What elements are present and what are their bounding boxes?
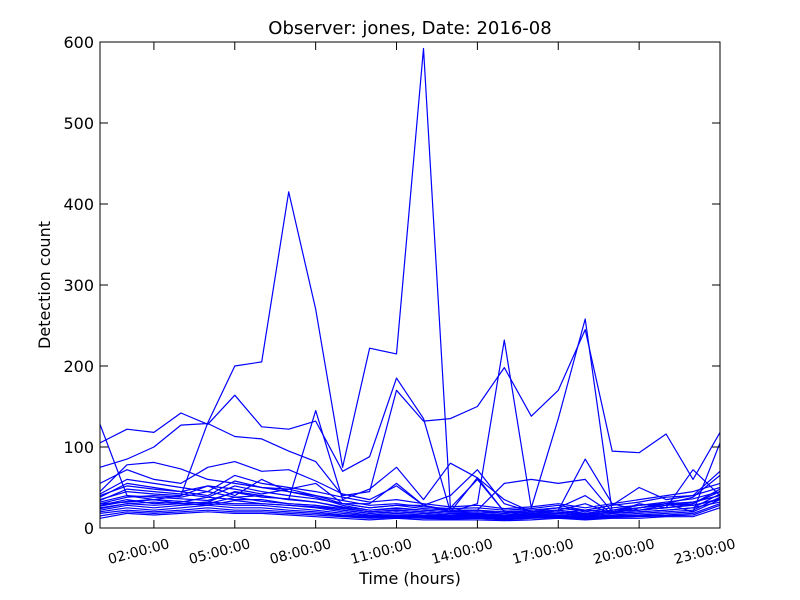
series-line-21 [99, 496, 721, 516]
series-line-3 [99, 329, 721, 497]
x-tick-label: 20:00:00 [592, 536, 657, 568]
series-line-12 [99, 496, 721, 519]
series-line-19 [99, 485, 721, 513]
y-tick-label: 400 [63, 195, 94, 214]
x-tick-label: 17:00:00 [511, 536, 576, 568]
x-axis-label: Time (hours) [358, 569, 461, 588]
y-axis-label: Detection count [35, 221, 54, 349]
series-line-17 [99, 474, 721, 510]
x-tick-label: 02:00:00 [106, 536, 171, 568]
series-line-22 [99, 499, 721, 517]
y-axis-ticks: 0 100 200 300 400 500 600 [63, 33, 720, 538]
plot-frame [99, 41, 721, 529]
series-line-20 [99, 491, 721, 515]
series-group [99, 47, 721, 522]
series-line-15 [99, 504, 721, 521]
y-tick-label: 0 [84, 519, 94, 538]
series-line-13 [99, 499, 721, 519]
chart-title: Observer: jones, Date: 2016-08 [268, 18, 551, 39]
x-tick-label: 11:00:00 [349, 536, 414, 568]
y-tick-label: 200 [63, 357, 94, 376]
series-line-1 [99, 47, 721, 517]
series-line-14 [99, 503, 721, 520]
series-line-16 [99, 507, 721, 522]
y-tick-label: 500 [63, 114, 94, 133]
x-tick-label: 08:00:00 [268, 536, 333, 568]
x-tick-label: 05:00:00 [187, 536, 252, 568]
x-tick-label: 14:00:00 [430, 536, 495, 568]
x-tick-label: 23:00:00 [673, 536, 738, 568]
series-line-6 [99, 461, 721, 515]
series-line-18 [99, 480, 721, 511]
y-tick-label: 600 [63, 33, 94, 52]
y-tick-label: 300 [63, 276, 94, 295]
y-tick-label: 100 [63, 438, 94, 457]
